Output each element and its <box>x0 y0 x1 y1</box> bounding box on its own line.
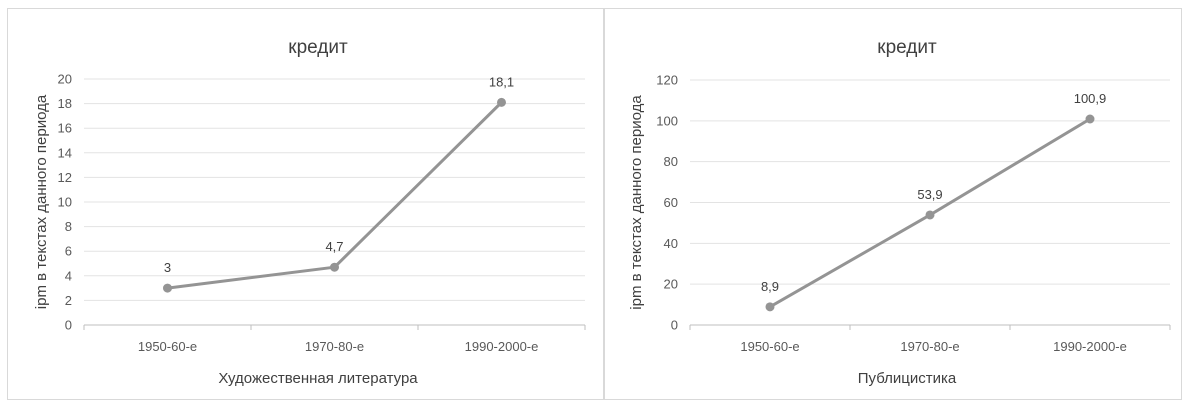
x-tick-label: 1950-60-е <box>138 339 197 354</box>
y-axis-title: ipm в текстах данного периода <box>33 94 50 309</box>
x-axis-title: Публицистика <box>858 370 957 387</box>
y-tick-label: 18 <box>58 96 72 111</box>
y-tick-label: 16 <box>58 121 72 136</box>
y-tick-label: 20 <box>58 72 72 87</box>
data-label: 100,9 <box>1074 91 1107 106</box>
y-axis-title: ipm в текстах данного периода <box>628 95 645 310</box>
data-point <box>330 262 339 272</box>
y-tick-label: 60 <box>664 195 678 210</box>
data-label: 8,9 <box>761 279 779 294</box>
y-tick-label: 14 <box>58 145 72 160</box>
y-tick-label: 20 <box>664 277 678 292</box>
y-tick-label: 0 <box>65 318 72 333</box>
chart-panel-right: кредит 0 20 40 60 80 100 120 1950-60-е 1970-80-е 1… <box>604 8 1182 400</box>
data-label: 53,9 <box>917 187 942 202</box>
data-point <box>497 97 506 107</box>
data-point <box>765 302 775 312</box>
x-tick-label: 1990-2000-е <box>1053 339 1127 354</box>
y-tick-label: 120 <box>656 73 678 88</box>
x-tick-label: 1950-60-е <box>740 339 799 354</box>
chart-title: кредит <box>877 37 937 58</box>
data-label: 18,1 <box>489 74 514 89</box>
data-point <box>925 210 935 220</box>
data-point <box>1085 114 1095 124</box>
chart-panel-left: кредит 0 2 4 6 8 10 12 14 16 18 20 1950-60-е 1970-80-… <box>7 8 604 400</box>
chart-title: кредит <box>288 37 348 58</box>
y-tick-label: 80 <box>664 154 678 169</box>
series-line <box>166 100 503 290</box>
y-tick-label: 0 <box>671 318 678 333</box>
y-tick-label: 12 <box>58 170 72 185</box>
x-tick-label: 1990-2000-е <box>465 339 539 354</box>
line-chart-svg: кредит 0 2 4 6 8 10 12 14 16 18 20 1950-60-е 1970-80-… <box>33 37 586 387</box>
y-tick-label: 8 <box>65 219 72 234</box>
y-tick-label: 10 <box>58 195 72 210</box>
y-tick-label: 100 <box>656 113 678 128</box>
data-point <box>163 283 172 293</box>
data-label: 4,7 <box>325 239 343 254</box>
line-chart-svg: кредит 0 20 40 60 80 100 120 1950-60-е 1970-80-е 1… <box>628 37 1171 387</box>
y-tick-label: 2 <box>65 293 72 308</box>
x-axis-title: Художественная литература <box>218 370 418 387</box>
y-tick-label: 4 <box>65 268 72 283</box>
x-tick-label: 1970-80-е <box>305 339 364 354</box>
x-tick-label: 1970-80-е <box>900 339 959 354</box>
y-tick-label: 6 <box>65 244 72 259</box>
data-label: 3 <box>164 260 171 275</box>
y-tick-label: 40 <box>664 236 678 251</box>
